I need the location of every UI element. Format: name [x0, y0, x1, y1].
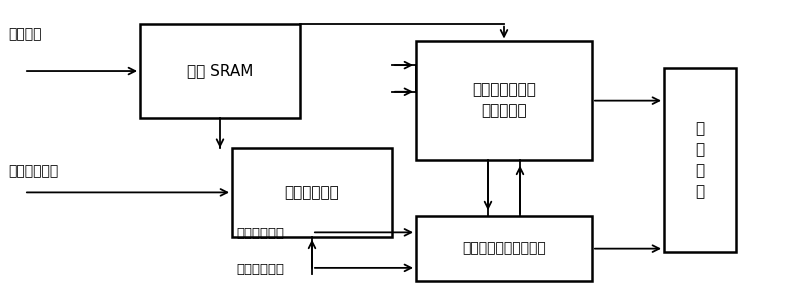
Text: 参考时钟信号: 参考时钟信号 [236, 227, 284, 240]
Bar [416, 216, 592, 281]
Bar [664, 68, 736, 252]
Text: 整体复位模块: 整体复位模块 [285, 185, 339, 200]
Text: 细调范围鉴别信
号产生模块: 细调范围鉴别信 号产生模块 [472, 83, 536, 119]
Bar [140, 24, 300, 118]
Text: 调
整
装
置: 调 整 装 置 [695, 121, 705, 199]
Bar [416, 41, 592, 160]
Text: 全局复位信号: 全局复位信号 [8, 165, 58, 179]
Text: 配置 SRAM: 配置 SRAM [187, 64, 253, 78]
Text: 反馈时钟信号: 反馈时钟信号 [236, 263, 284, 276]
Text: 超前滞后信号产生模块: 超前滞后信号产生模块 [462, 242, 546, 256]
Bar [232, 148, 392, 237]
Text: 控制数据: 控制数据 [8, 27, 42, 41]
